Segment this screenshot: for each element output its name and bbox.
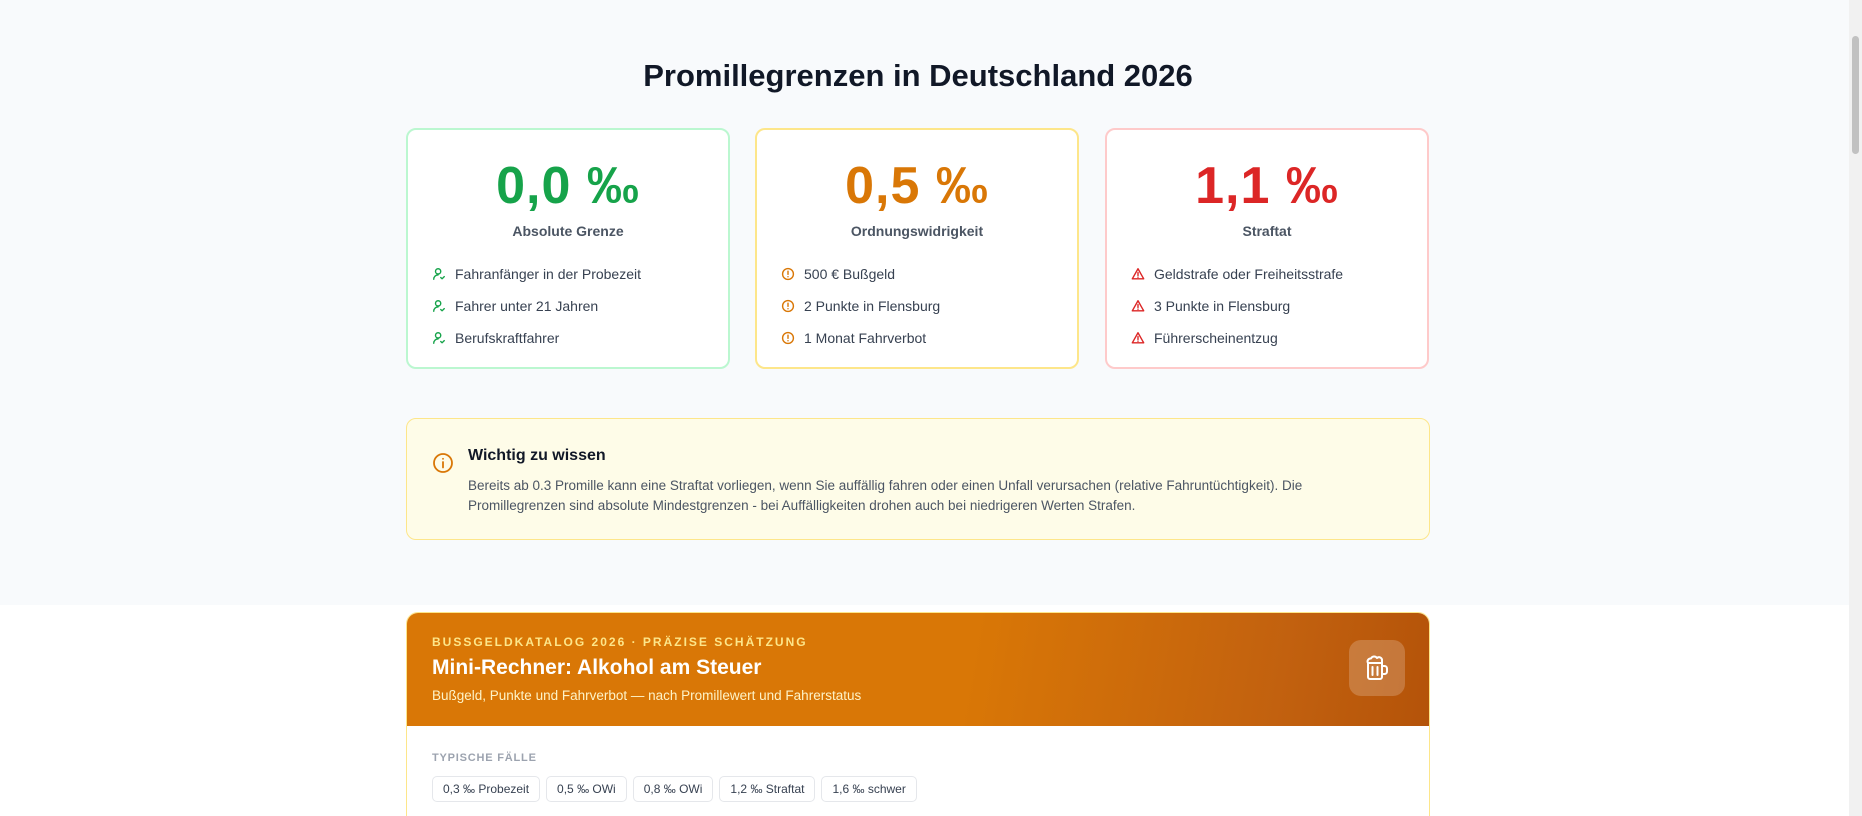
promille-section: Promillegrenzen in Deutschland 2026 0,0 … [406,58,1430,540]
case-chip-owi-05[interactable]: 0,5 ‰ OWi [546,776,627,802]
limit-label: Ordnungswidrigkeit [850,223,984,239]
list-item: 1 Monat Fahrverbot [781,322,940,354]
limit-value: 0,0 ‰ [496,157,640,215]
list-item-text: Fahrer unter 21 Jahren [455,298,599,314]
list-item-text: 1 Monat Fahrverbot [804,330,927,346]
info-text: Bereits ab 0.3 Promille kann eine Straft… [468,478,1303,513]
info-title: Wichtig zu wissen [468,447,606,464]
case-chip-probezeit[interactable]: 0,3 ‰ Probezeit [432,776,541,802]
list-item-text: Berufskraftfahrer [455,330,560,346]
list-item-text: 2 Punkte in Flensburg [804,298,941,314]
beer-mug-badge [1349,640,1405,696]
limit-list: Fahranfänger in der Probezeit Fahrer unt… [432,258,641,354]
warning-triangle-icon [1131,300,1145,312]
case-chip-straftat[interactable]: 1,2 ‰ Straftat [719,776,816,802]
limit-label: Straftat [1242,223,1292,239]
list-item-text: Geldstrafe oder Freiheitsstrafe [1154,266,1344,282]
list-item: Geldstrafe oder Freiheitsstrafe [1131,258,1343,290]
alert-circle-icon [781,331,795,345]
cases-label: TYPISCHE FÄLLE [432,752,537,764]
alert-circle-icon [781,299,795,313]
list-item: Berufskraftfahrer [432,322,641,354]
limit-card-absolute: 0,0 ‰ Absolute Grenze Fahranfänger in de… [406,128,730,369]
beer-mug-icon [1366,655,1388,680]
alert-circle-icon [781,267,795,281]
case-chips: 0,3 ‰ Probezeit 0,5 ‰ OWi 0,8 ‰ OWi 1,2 … [432,776,917,802]
list-item: 500 € Bußgeld [781,258,940,290]
list-item: Führerscheinentzug [1131,322,1343,354]
list-item-text: 500 € Bußgeld [804,266,896,282]
person-check-icon [433,332,445,344]
limit-card-straftat: 1,1 ‰ Straftat Geldstrafe oder Freiheits… [1105,128,1429,369]
list-item-text: 3 Punkte in Flensburg [1154,298,1291,314]
list-item: Fahrer unter 21 Jahren [432,290,641,322]
list-item-text: Fahranfänger in der Probezeit [455,266,641,282]
case-chip-owi-08[interactable]: 0,8 ‰ OWi [632,776,714,802]
calculator-eyebrow: BUSSGELDKATALOG 2026 · PRÄZISE SCHÄTZUNG [432,635,808,649]
list-item: 3 Punkte in Flensburg [1131,290,1343,322]
person-check-icon [433,268,445,280]
calculator-header: BUSSGELDKATALOG 2026 · PRÄZISE SCHÄTZUNG… [407,613,1429,726]
info-circle-icon [433,453,453,473]
info-box: Wichtig zu wissen Bereits ab 0.3 Promill… [406,418,1430,540]
scrollbar[interactable] [1849,0,1862,816]
calculator-card: BUSSGELDKATALOG 2026 · PRÄZISE SCHÄTZUNG… [406,612,1430,816]
scrollbar-thumb[interactable] [1852,36,1859,154]
limit-card-ordnungswidrigkeit: 0,5 ‰ Ordnungswidrigkeit 500 € Bußgeld 2… [755,128,1079,369]
calculator-subtitle: Bußgeld, Punkte und Fahrverbot — nach Pr… [432,688,862,703]
list-item-text: Führerscheinentzug [1154,330,1278,346]
limit-label: Absolute Grenze [512,223,624,239]
case-chip-schwer[interactable]: 1,6 ‰ schwer [821,776,917,802]
warning-triangle-icon [1131,268,1145,280]
limit-list: 500 € Bußgeld 2 Punkte in Flensburg 1 Mo… [781,258,940,354]
list-item: Fahranfänger in der Probezeit [432,258,641,290]
warning-triangle-icon [1131,332,1145,344]
limit-value: 0,5 ‰ [845,157,989,215]
page-title: Promillegrenzen in Deutschland 2026 [643,58,1193,93]
list-item: 2 Punkte in Flensburg [781,290,940,322]
limit-value: 1,1 ‰ [1195,157,1339,215]
person-check-icon [433,300,445,312]
calculator-title: Mini-Rechner: Alkohol am Steuer [432,656,762,679]
limit-list: Geldstrafe oder Freiheitsstrafe 3 Punkte… [1131,258,1343,354]
